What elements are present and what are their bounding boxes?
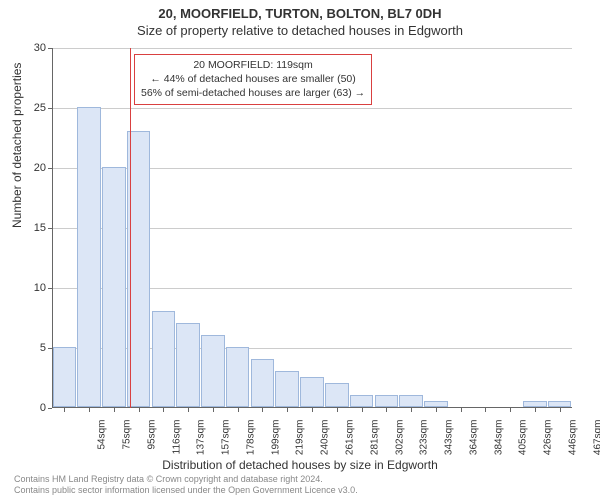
annotation-box: 20 MOORFIELD: 119sqm← 44% of detached ho…: [134, 54, 372, 105]
histogram-bar: [275, 371, 299, 407]
xtick-mark: [461, 408, 462, 412]
histogram-bar: [300, 377, 324, 407]
ytick-label: 0: [18, 402, 46, 414]
xtick-mark: [262, 408, 263, 412]
histogram-bar: [77, 107, 101, 407]
histogram-bar: [226, 347, 250, 407]
histogram-bar: [251, 359, 275, 407]
reference-line: [130, 48, 131, 408]
y-axis-label: Number of detached properties: [10, 63, 24, 228]
xtick-mark: [89, 408, 90, 412]
xtick-label: 446sqm: [567, 420, 578, 460]
histogram-bar: [399, 395, 423, 407]
xtick-label: 343sqm: [444, 420, 455, 460]
histogram-bar: [375, 395, 399, 407]
ytick-label: 5: [18, 342, 46, 354]
annotation-line: 56% of semi-detached houses are larger (…: [141, 86, 365, 100]
xtick-mark: [213, 408, 214, 412]
histogram-bar: [176, 323, 200, 407]
histogram-bar: [102, 167, 126, 407]
histogram-bar: [424, 401, 448, 407]
xtick-label: 302sqm: [394, 420, 405, 460]
histogram-bar: [548, 401, 572, 407]
xtick-label: 467sqm: [592, 420, 600, 460]
xtick-mark: [238, 408, 239, 412]
x-axis-label: Distribution of detached houses by size …: [0, 458, 600, 472]
xtick-label: 199sqm: [270, 420, 281, 460]
xtick-mark: [337, 408, 338, 412]
xtick-mark: [362, 408, 363, 412]
xtick-mark: [535, 408, 536, 412]
xtick-mark: [436, 408, 437, 412]
xtick-label: 116sqm: [171, 420, 182, 460]
histogram-bar: [523, 401, 547, 407]
chart-title-address: 20, MOORFIELD, TURTON, BOLTON, BL7 0DH: [0, 0, 600, 21]
xtick-mark: [485, 408, 486, 412]
xtick-mark: [411, 408, 412, 412]
xtick-mark: [386, 408, 387, 412]
histogram-bar: [152, 311, 176, 407]
xtick-label: 178sqm: [245, 420, 256, 460]
xtick-label: 281sqm: [369, 420, 380, 460]
annotation-line: ← 44% of detached houses are smaller (50…: [141, 72, 365, 86]
ytick-label: 30: [18, 42, 46, 54]
histogram-bar: [53, 347, 77, 407]
xtick-mark: [312, 408, 313, 412]
xtick-mark: [510, 408, 511, 412]
histogram-bar: [350, 395, 374, 407]
xtick-label: 426sqm: [543, 420, 554, 460]
ytick-label: 15: [18, 222, 46, 234]
xtick-label: 364sqm: [468, 420, 479, 460]
histogram-bar: [325, 383, 349, 407]
xtick-label: 157sqm: [221, 420, 232, 460]
ytick-label: 25: [18, 102, 46, 114]
xtick-mark: [64, 408, 65, 412]
footer-line-2: Contains public sector information licen…: [14, 485, 358, 496]
chart-container: 20, MOORFIELD, TURTON, BOLTON, BL7 0DH S…: [0, 0, 600, 500]
footer-attribution: Contains HM Land Registry data © Crown c…: [14, 474, 358, 497]
ytick-mark: [48, 408, 52, 409]
ytick-label: 20: [18, 162, 46, 174]
xtick-mark: [560, 408, 561, 412]
plot-area: 20 MOORFIELD: 119sqm← 44% of detached ho…: [52, 48, 572, 408]
xtick-label: 54sqm: [97, 420, 108, 460]
xtick-mark: [188, 408, 189, 412]
xtick-mark: [114, 408, 115, 412]
xtick-mark: [163, 408, 164, 412]
xtick-mark: [139, 408, 140, 412]
footer-line-1: Contains HM Land Registry data © Crown c…: [14, 474, 358, 485]
xtick-label: 95sqm: [146, 420, 157, 460]
xtick-label: 261sqm: [345, 420, 356, 460]
xtick-label: 384sqm: [493, 420, 504, 460]
xtick-label: 137sqm: [196, 420, 207, 460]
xtick-label: 405sqm: [518, 420, 529, 460]
xtick-label: 75sqm: [122, 420, 133, 460]
xtick-label: 240sqm: [320, 420, 331, 460]
xtick-label: 323sqm: [419, 420, 430, 460]
chart-subtitle: Size of property relative to detached ho…: [0, 21, 600, 38]
xtick-mark: [287, 408, 288, 412]
annotation-line: 20 MOORFIELD: 119sqm: [141, 58, 365, 72]
ytick-label: 10: [18, 282, 46, 294]
histogram-bar: [201, 335, 225, 407]
xtick-label: 219sqm: [295, 420, 306, 460]
